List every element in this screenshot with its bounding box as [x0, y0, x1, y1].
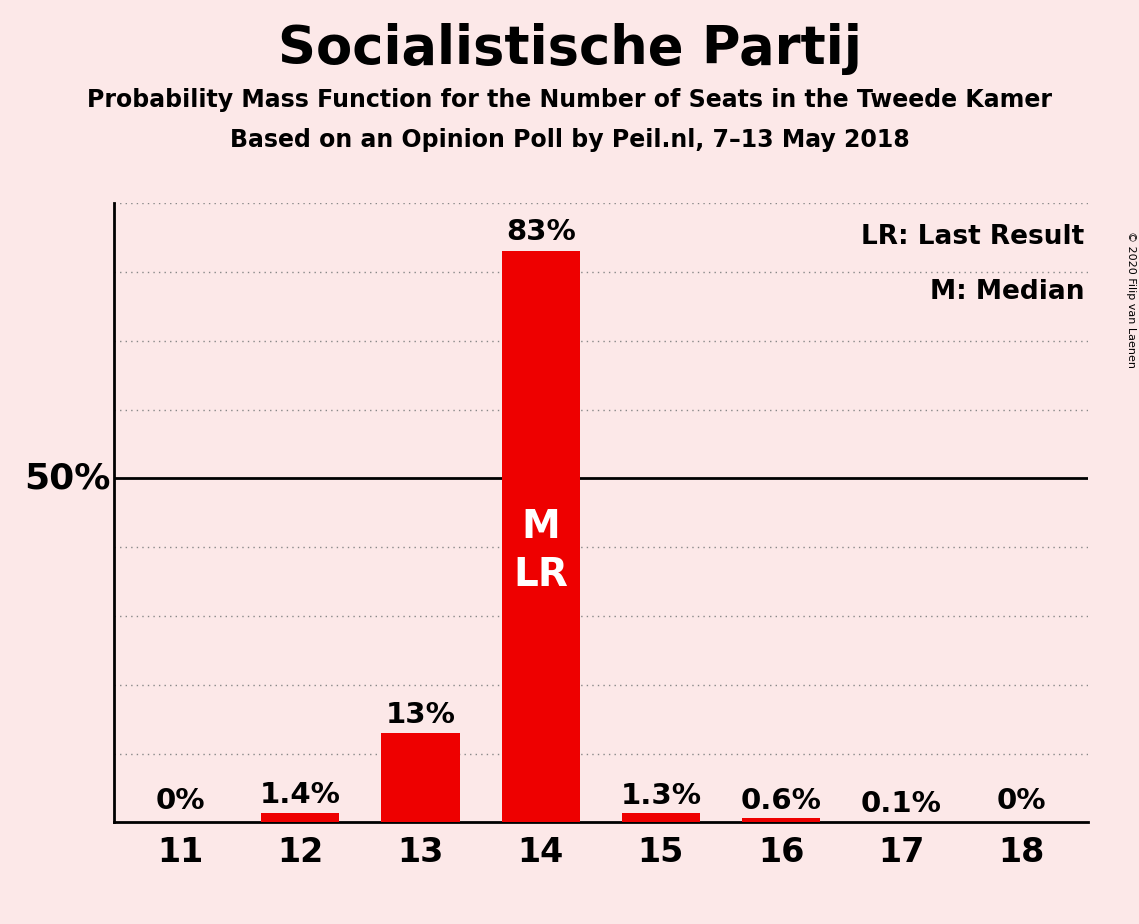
Text: LR: Last Result: LR: Last Result — [861, 224, 1084, 249]
Text: 83%: 83% — [506, 218, 575, 246]
Bar — [382, 733, 459, 822]
Text: 0%: 0% — [997, 787, 1047, 816]
Bar — [743, 819, 820, 822]
Text: 1.3%: 1.3% — [621, 782, 702, 810]
Text: 1.4%: 1.4% — [260, 782, 341, 809]
Text: Socialistische Partij: Socialistische Partij — [278, 23, 861, 75]
Text: Based on an Opinion Poll by Peil.nl, 7–13 May 2018: Based on an Opinion Poll by Peil.nl, 7–1… — [230, 128, 909, 152]
Text: LR: LR — [514, 555, 568, 594]
Text: 0%: 0% — [155, 787, 205, 816]
Text: 50%: 50% — [24, 461, 110, 495]
Text: 0.6%: 0.6% — [740, 787, 821, 815]
Text: Probability Mass Function for the Number of Seats in the Tweede Kamer: Probability Mass Function for the Number… — [87, 88, 1052, 112]
Bar — [261, 813, 339, 822]
Bar — [501, 251, 580, 822]
Bar — [622, 813, 700, 822]
Text: 13%: 13% — [385, 701, 456, 730]
Text: M: Median: M: Median — [929, 279, 1084, 305]
Text: © 2020 Filip van Laenen: © 2020 Filip van Laenen — [1126, 231, 1136, 368]
Text: M: M — [522, 507, 560, 545]
Text: 0.1%: 0.1% — [861, 790, 942, 819]
